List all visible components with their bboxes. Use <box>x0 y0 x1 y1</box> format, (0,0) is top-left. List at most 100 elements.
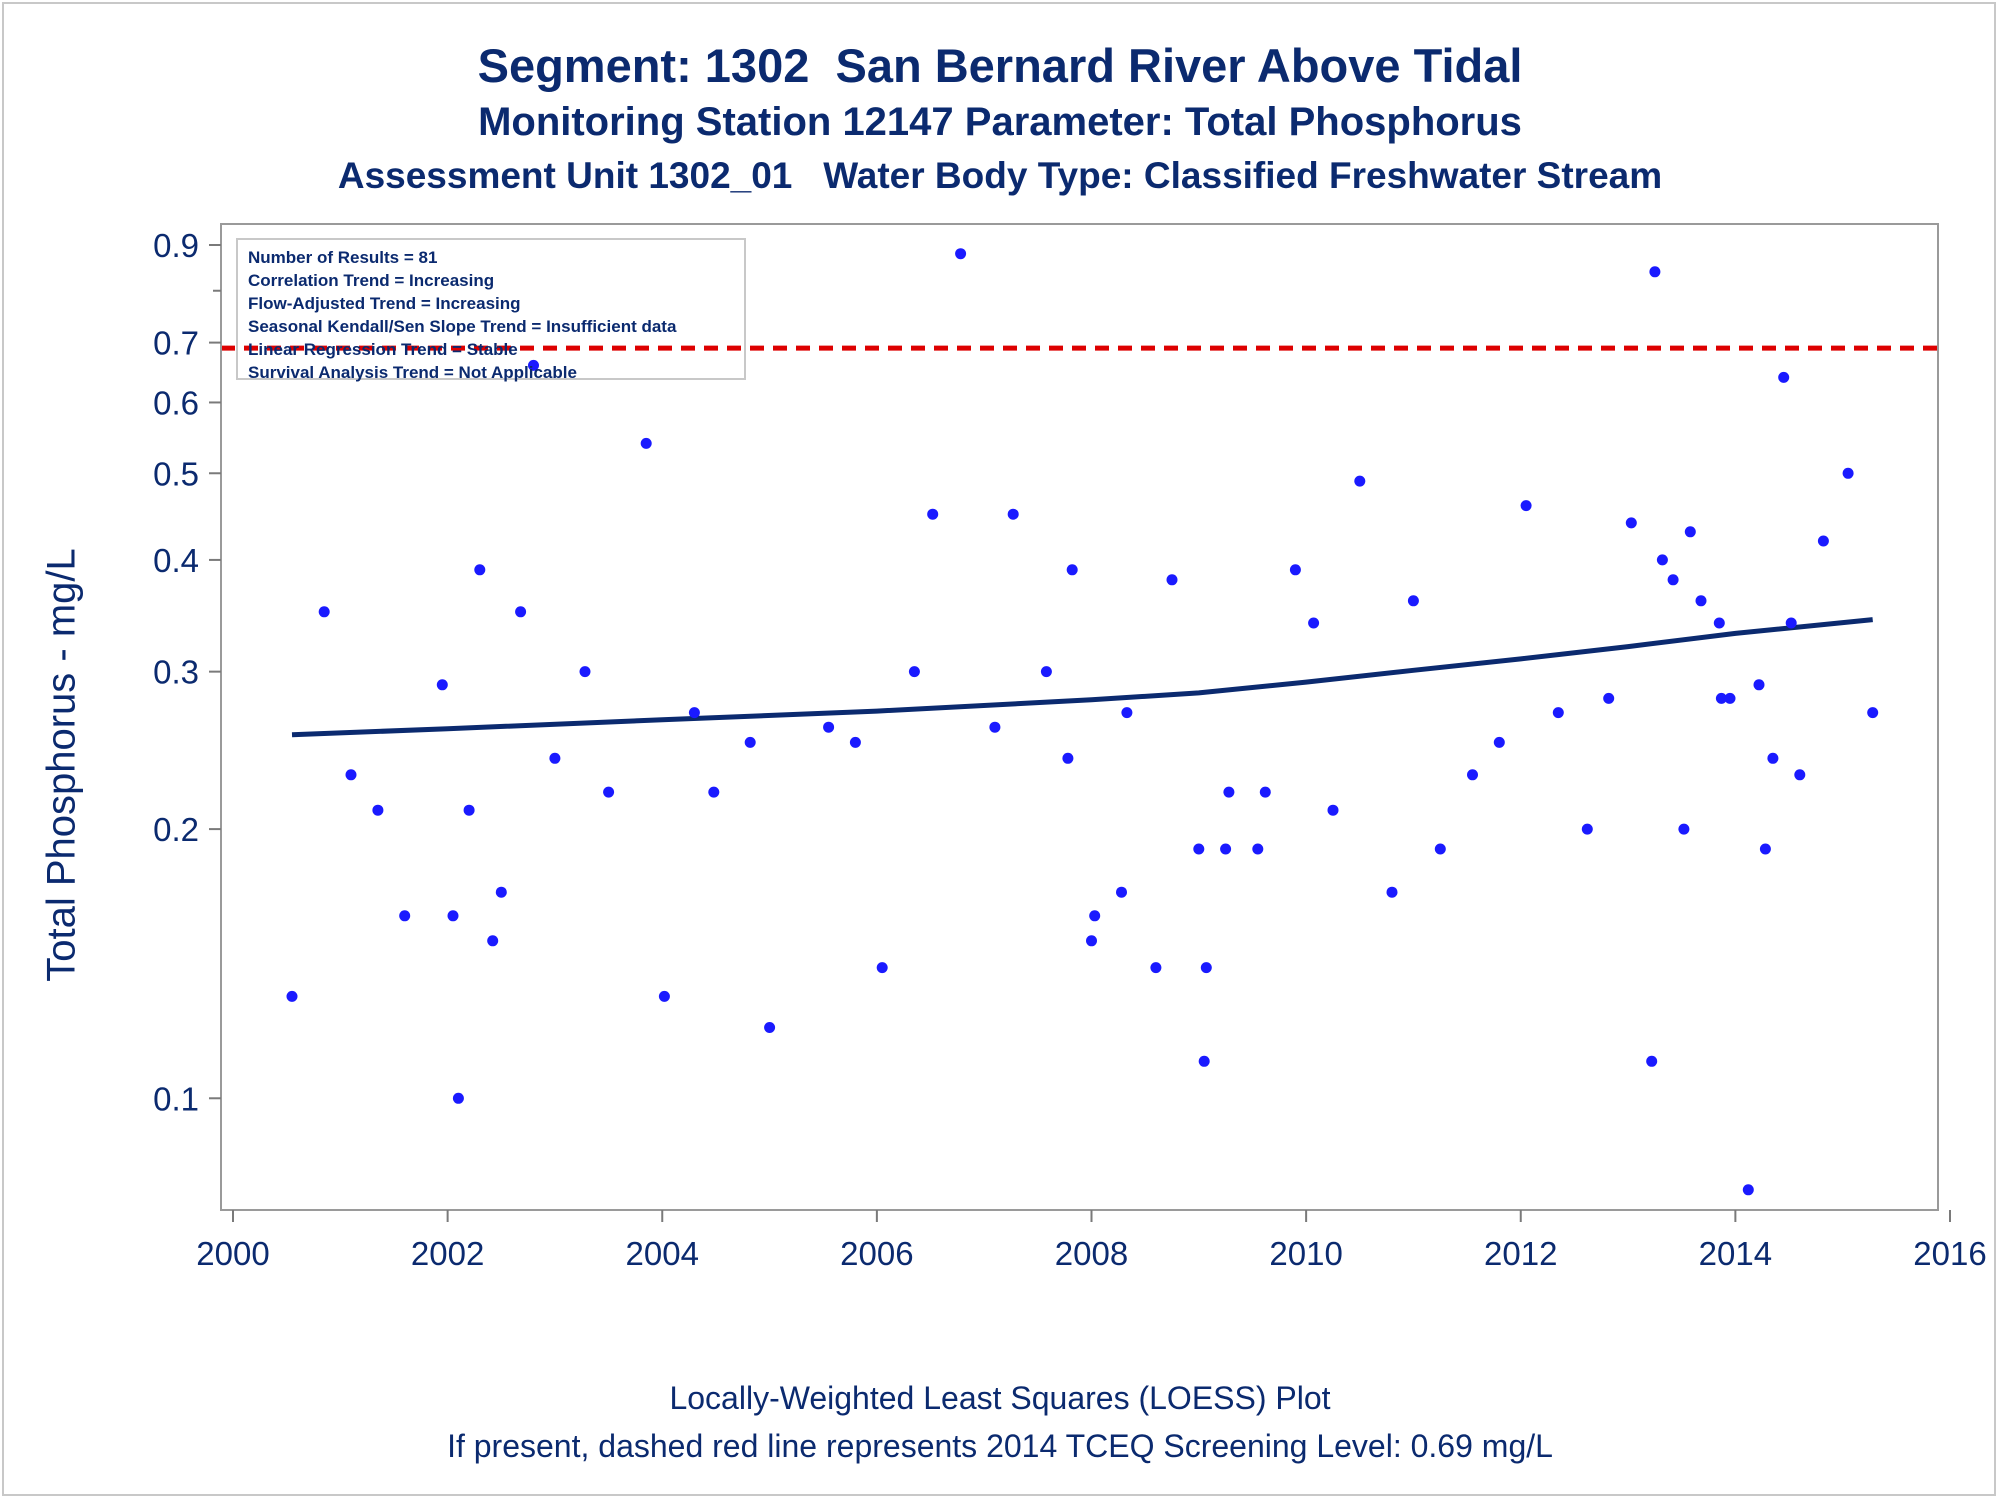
data-point <box>515 606 527 618</box>
x-tick-label: 2012 <box>1484 1235 1557 1272</box>
data-point <box>1493 736 1505 748</box>
data-point <box>1724 692 1736 704</box>
x-tick-label: 2006 <box>840 1235 913 1272</box>
x-tick-label: 2016 <box>1913 1235 1986 1272</box>
data-point <box>1166 574 1178 586</box>
data-point <box>1552 707 1564 719</box>
data-point <box>1581 823 1593 835</box>
data-point <box>876 962 888 974</box>
data-point <box>1715 692 1727 704</box>
data-point <box>1066 564 1078 576</box>
x-tick-label: 2014 <box>1699 1235 1772 1272</box>
data-point <box>1778 371 1790 383</box>
data-point <box>708 786 720 798</box>
data-point <box>1327 804 1339 816</box>
stats-line: Seasonal Kendall/Sen Slope Trend = Insuf… <box>248 317 677 336</box>
data-point <box>1434 843 1446 855</box>
stats-line: Number of Results = 81 <box>248 248 438 267</box>
data-point <box>1695 595 1707 607</box>
data-point <box>463 804 475 816</box>
data-point <box>1121 707 1133 719</box>
data-point <box>823 721 835 733</box>
data-point <box>1198 1055 1210 1067</box>
data-point <box>1308 617 1320 629</box>
data-point <box>549 752 561 764</box>
x-tick-label: 2002 <box>411 1235 484 1272</box>
y-tick-label: 0.3 <box>153 654 199 691</box>
data-point <box>1223 786 1235 798</box>
data-point <box>495 886 507 898</box>
data-point <box>658 990 670 1002</box>
data-point <box>1289 564 1301 576</box>
data-point <box>318 606 330 618</box>
data-point <box>372 804 384 816</box>
data-point <box>1817 535 1829 547</box>
data-point <box>1220 843 1232 855</box>
data-point <box>345 769 357 781</box>
data-point <box>640 437 652 449</box>
data-point <box>447 910 459 922</box>
data-point <box>603 786 615 798</box>
data-point <box>1386 886 1398 898</box>
data-point <box>286 990 298 1002</box>
data-point <box>1062 752 1074 764</box>
data-point <box>1150 962 1162 974</box>
y-tick-label: 0.6 <box>153 384 199 421</box>
data-point <box>955 248 967 260</box>
chart-subtitle: Monitoring Station 12147 Parameter: Tota… <box>478 100 1522 144</box>
data-point <box>1867 707 1879 719</box>
data-point <box>1086 935 1097 947</box>
data-point <box>1040 666 1052 678</box>
data-point <box>1007 508 1019 520</box>
data-point <box>399 910 411 922</box>
y-tick-label: 0.1 <box>153 1080 199 1117</box>
data-point <box>1407 595 1419 607</box>
data-point <box>1089 910 1101 922</box>
stats-line: Survival Analysis Trend = Not Applicable <box>248 363 577 382</box>
data-point <box>849 736 861 748</box>
data-point <box>1520 500 1532 512</box>
data-point <box>474 564 486 576</box>
y-tick-label: 0.9 <box>153 227 199 264</box>
data-point <box>764 1022 776 1033</box>
data-point <box>1625 517 1637 529</box>
data-point <box>927 508 939 520</box>
data-point <box>1649 266 1661 278</box>
data-point <box>452 1092 464 1104</box>
footnote-screening: If present, dashed red line represents 2… <box>447 1428 1553 1464</box>
data-point <box>1759 843 1771 855</box>
data-point <box>1713 617 1725 629</box>
data-point <box>1842 467 1854 479</box>
data-point <box>1116 886 1127 898</box>
chart-title: Segment: 1302 San Bernard River Above Ti… <box>477 39 1523 92</box>
data-point <box>744 736 756 748</box>
stats-line: Flow-Adjusted Trend = Increasing <box>248 294 521 313</box>
data-point <box>1193 843 1205 855</box>
stats-line: Correlation Trend = Increasing <box>248 271 495 290</box>
data-point <box>1794 769 1806 781</box>
data-point <box>1767 752 1779 764</box>
data-point <box>989 721 1001 733</box>
data-point <box>1742 1184 1754 1196</box>
data-point <box>1603 692 1615 704</box>
data-point <box>1785 617 1797 629</box>
chart-subtitle-2: Assessment Unit 1302_01 Water Body Type:… <box>337 155 1663 196</box>
y-tick-label: 0.5 <box>153 455 199 492</box>
data-point <box>579 666 591 678</box>
data-point <box>1656 554 1668 566</box>
x-tick-label: 2008 <box>1055 1235 1128 1272</box>
data-point <box>1646 1055 1658 1067</box>
data-point <box>1354 475 1366 487</box>
plot-area-border <box>220 223 1939 1211</box>
x-tick-label: 2000 <box>196 1235 269 1272</box>
data-point <box>1259 786 1271 798</box>
stats-line: Linear Regression Trend = Stable <box>248 340 518 359</box>
data-point <box>1467 769 1478 781</box>
data-point <box>1667 574 1679 586</box>
data-point <box>1684 526 1696 538</box>
data-point <box>1678 823 1690 835</box>
x-tick-label: 2010 <box>1269 1235 1342 1272</box>
x-tick-label: 2004 <box>626 1235 699 1272</box>
loess-line <box>291 617 1873 738</box>
